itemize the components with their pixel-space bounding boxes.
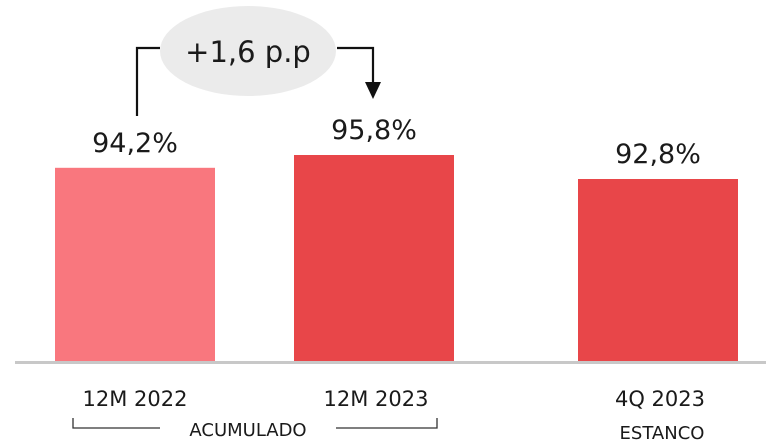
annotation-arrowhead (365, 82, 381, 99)
group-bracket-right (336, 418, 438, 429)
bar-12m-2023 (294, 155, 454, 361)
annotation-connector (135, 46, 375, 116)
group-label-acumulado: ACUMULADO (189, 420, 306, 440)
bar-12m-2022 (55, 167, 215, 361)
value-label-4q-2023: 92,8% (615, 139, 701, 170)
category-label-12m-2023: 12M 2023 (324, 387, 429, 411)
value-label-12m-2022: 94,2% (92, 128, 178, 159)
category-label-4q-2023: 4Q 2023 (615, 387, 705, 411)
value-label-12m-2023: 95,8% (331, 115, 417, 146)
annotation-text: +1,6 p.p (185, 35, 311, 69)
group-label-estanco: ESTANCO (620, 423, 705, 440)
category-label-12m-2022: 12M 2022 (83, 387, 188, 411)
annotation-pill (160, 6, 336, 96)
group-bracket-left (72, 418, 160, 429)
bar-4q-2023 (578, 179, 738, 361)
